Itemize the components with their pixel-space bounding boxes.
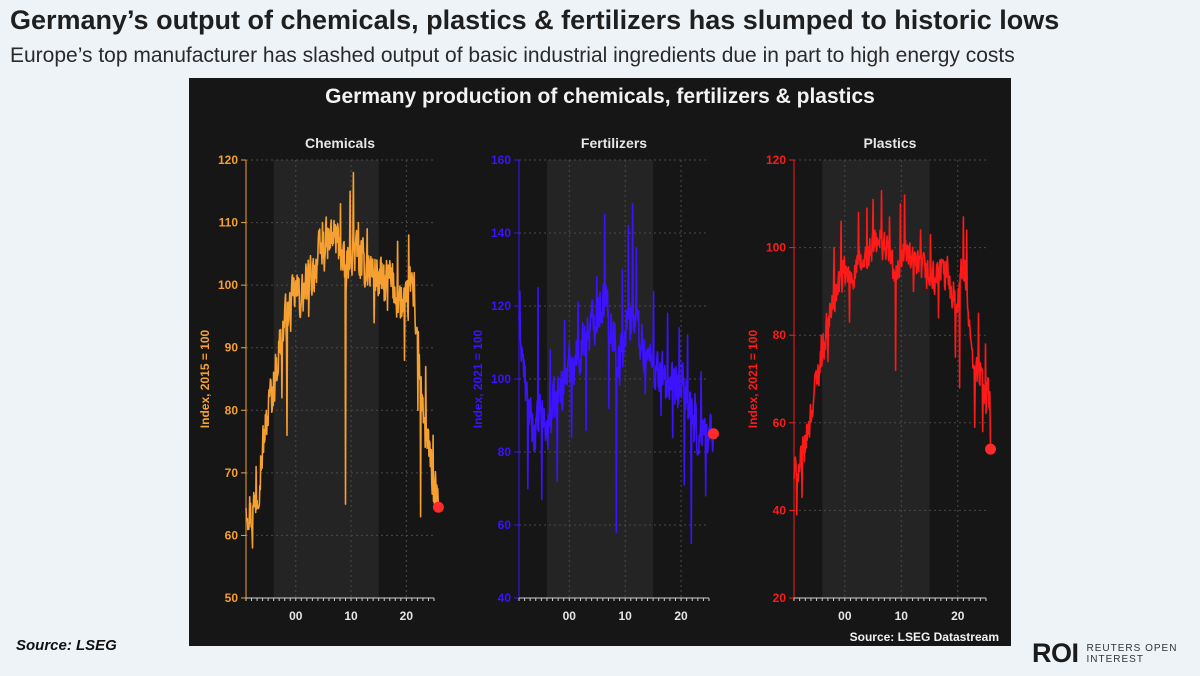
logo-line-2: INTEREST <box>1086 653 1144 665</box>
headline: Germany’s output of chemicals, plastics … <box>10 5 1060 35</box>
latest-value-marker <box>432 501 444 513</box>
logo-text: REUTERS OPEN INTEREST <box>1087 643 1178 665</box>
chart-source: Source: LSEG Datastream <box>850 630 999 644</box>
y-tick-label: 100 <box>218 278 238 292</box>
x-tick-label: 20 <box>400 609 414 623</box>
latest-value-marker <box>707 428 719 440</box>
y-tick-label: 160 <box>491 153 511 167</box>
y-tick-label: 80 <box>773 328 787 342</box>
chart-panel: Germany production of chemicals, fertili… <box>189 78 1011 646</box>
latest-value-marker <box>985 443 997 455</box>
x-tick-label: 10 <box>618 609 632 623</box>
x-tick-label: 10 <box>344 609 358 623</box>
series-line-plastics <box>793 189 992 516</box>
shaded-band <box>822 160 930 598</box>
x-tick-label: 00 <box>289 609 303 623</box>
panels-layer: 50 60 70 80 90 100 110 120 00 10 20 Chemicals Index,… <box>198 135 997 623</box>
chart-svg: Germany production of chemicals, fertili… <box>198 85 999 644</box>
y-tick-label: 110 <box>219 216 239 230</box>
roi-logo: ROI REUTERS OPEN INTEREST <box>1032 638 1177 669</box>
y-tick-label: 70 <box>225 466 239 480</box>
panel-plastics: 20 40 60 80 100 120 00 10 20 Plastics Index, 2021 … <box>746 135 997 623</box>
y-axis-label: Index, 2015 = 100 <box>198 329 212 428</box>
y-tick-label: 60 <box>773 416 787 430</box>
series-line-fertilizers <box>518 203 715 545</box>
y-tick-label: 80 <box>498 445 512 459</box>
y-tick-label: 50 <box>225 591 239 605</box>
y-tick-label: 40 <box>498 591 512 605</box>
logo-mark: ROI <box>1032 638 1079 668</box>
y-axis-label: Index, 2021 = 100 <box>471 329 485 428</box>
x-tick-label: 00 <box>838 609 852 623</box>
x-tick-label: 10 <box>895 609 909 623</box>
y-tick-label: 60 <box>225 528 239 542</box>
y-tick-label: 80 <box>225 403 239 417</box>
panel-title: Fertilizers <box>581 135 647 151</box>
x-tick-label: 20 <box>674 609 688 623</box>
x-tick-label: 00 <box>563 609 577 623</box>
y-tick-label: 60 <box>498 518 512 532</box>
y-tick-label: 40 <box>773 503 787 517</box>
subheadline: Europe’s top manufacturer has slashed ou… <box>10 44 1015 67</box>
y-tick-label: 90 <box>225 341 239 355</box>
panel-chemicals: 50 60 70 80 90 100 110 120 00 10 20 Chemicals Index,… <box>198 135 444 623</box>
x-tick-label: 20 <box>951 609 965 623</box>
y-tick-label: 120 <box>766 153 786 167</box>
panel-title: Plastics <box>864 135 917 151</box>
y-tick-label: 100 <box>491 372 511 386</box>
y-tick-label: 120 <box>218 153 238 167</box>
y-tick-label: 140 <box>491 226 511 240</box>
y-tick-label: 20 <box>773 591 787 605</box>
panel-title: Chemicals <box>305 135 375 151</box>
chart-title: Germany production of chemicals, fertili… <box>325 85 875 108</box>
source-note: Source: LSEG <box>16 637 117 654</box>
series-line-chemicals <box>245 171 440 549</box>
y-tick-label: 120 <box>491 299 511 313</box>
y-axis-label: Index, 2021 = 100 <box>746 329 760 428</box>
y-tick-label: 100 <box>766 241 786 255</box>
logo-line-1: REUTERS OPEN <box>1086 642 1178 654</box>
panel-fertilizers: 40 60 80 100 120 140 160 00 10 20 Fertilizers Index… <box>471 135 719 623</box>
